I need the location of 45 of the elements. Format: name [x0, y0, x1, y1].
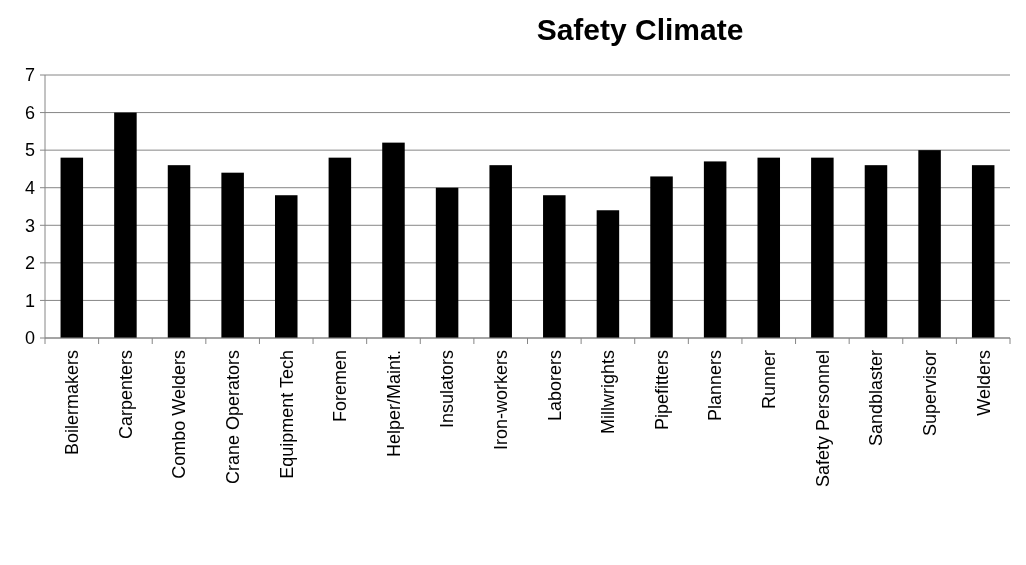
bar [328, 157, 352, 338]
y-tick-label: 7 [24, 65, 35, 86]
y-tick-label: 0 [24, 328, 35, 349]
bar [971, 165, 995, 338]
x-tick-label: Pipefitters [651, 350, 672, 431]
bar [60, 157, 84, 338]
bar [435, 187, 459, 338]
x-tick-label: Combo Welders [169, 350, 190, 479]
bar [650, 176, 673, 338]
x-tick-label: Boilermakers [62, 350, 83, 456]
x-tick-label: Iron-workers [490, 350, 511, 451]
y-tick-label: 5 [24, 140, 35, 161]
bar [543, 195, 566, 338]
x-tick-label: Safety Personnel [812, 350, 833, 488]
x-tick-label: Crane Operators [222, 350, 243, 485]
x-tick-label: Insulators [437, 350, 458, 429]
bar [382, 142, 405, 338]
x-tick-label: Equipment Tech [276, 350, 297, 479]
bar [596, 210, 620, 338]
y-tick-label: 3 [24, 215, 35, 236]
bar [703, 161, 727, 338]
y-tick-label: 1 [24, 290, 35, 311]
bar [811, 157, 834, 338]
bar [221, 172, 244, 338]
x-tick-label: Runner [759, 350, 780, 410]
x-tick-label: Supervisor [919, 350, 940, 437]
y-tick-label: 4 [24, 178, 35, 199]
x-tick-label: Carpenters [115, 350, 136, 440]
x-tick-label: Foremen [330, 350, 351, 423]
x-tick-label: Helper/Maint. [383, 350, 404, 458]
x-tick-label: Sandblaster [866, 350, 887, 447]
y-tick-label: 6 [24, 102, 35, 123]
x-tick-label: Planners [705, 350, 726, 422]
x-tick-label: Welders [973, 350, 994, 416]
x-tick-label: Laborers [544, 350, 565, 422]
x-tick-label: Millwrights [598, 350, 619, 435]
y-tick-label: 2 [24, 253, 35, 274]
bar [167, 165, 191, 338]
bar [489, 165, 512, 338]
bar [918, 150, 941, 338]
bar [114, 112, 137, 338]
bar [274, 195, 298, 338]
bar [864, 165, 888, 338]
bar [757, 157, 781, 338]
chart-title: Safety Climate [536, 13, 744, 46]
